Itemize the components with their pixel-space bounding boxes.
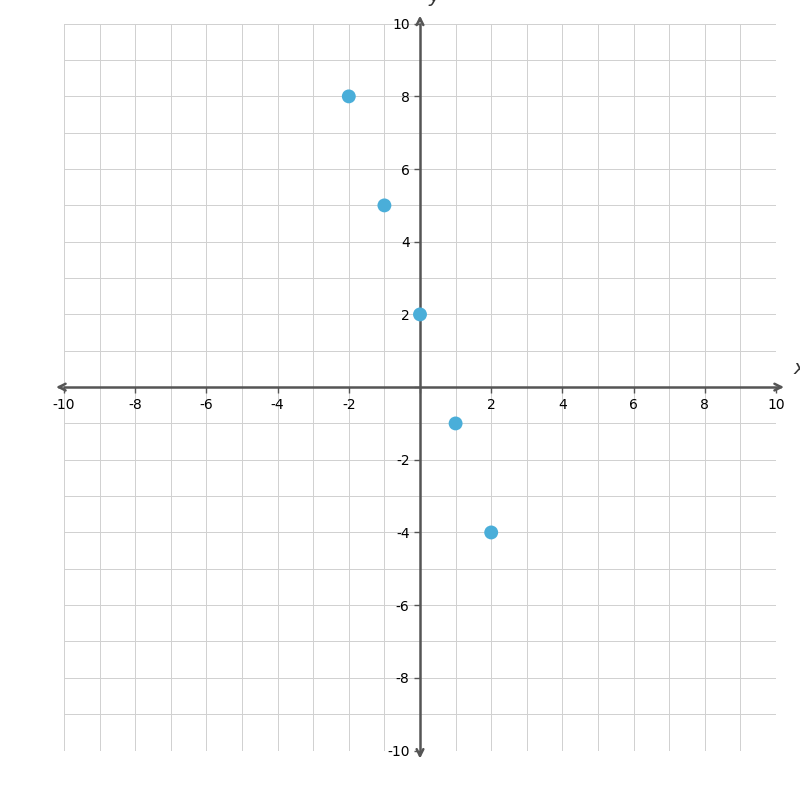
- Text: x: x: [794, 359, 800, 378]
- Text: y: y: [429, 0, 440, 6]
- Point: [414, 308, 426, 321]
- Point: [342, 90, 355, 103]
- Point: [378, 199, 390, 212]
- Point: [485, 526, 498, 539]
- Point: [450, 417, 462, 430]
